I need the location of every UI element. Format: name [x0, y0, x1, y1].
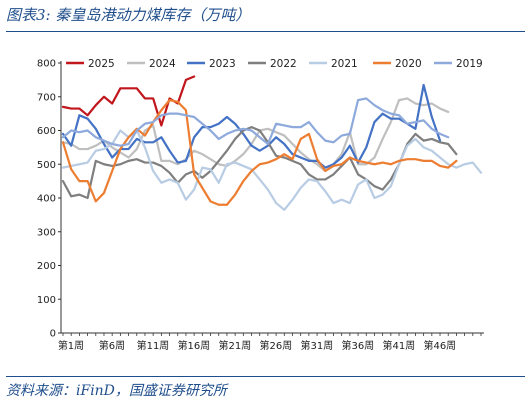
series-line-2020	[61, 99, 458, 206]
y-tick-label: 300	[37, 227, 56, 238]
x-tick-label: 第26周	[260, 339, 293, 352]
y-tick-label: 800	[37, 59, 56, 70]
title-divider	[6, 31, 525, 32]
x-tick-label: 第41周	[382, 339, 415, 352]
series-line-2024	[61, 97, 450, 173]
legend-label-2020: 2020	[395, 58, 422, 70]
source-note: 资料来源：iFinD，国盛证券研究所	[6, 383, 227, 399]
chart-title: 图表3: 秦皇岛港动力煤库存（万吨）	[6, 6, 251, 24]
x-tick-label: 第46周	[423, 339, 456, 352]
y-tick-label: 100	[37, 295, 56, 306]
series-line-2023	[61, 83, 442, 169]
legend-label-2025: 2025	[88, 58, 115, 70]
series-line-2022	[61, 126, 458, 200]
legend-label-2021: 2021	[331, 58, 358, 70]
source-divider	[6, 376, 525, 377]
series-line-2019	[61, 97, 450, 147]
x-tick-label: 第31周	[301, 339, 334, 352]
legend-label-2023: 2023	[209, 58, 236, 70]
legend-label-2024: 2024	[149, 58, 176, 70]
x-tick-label: 第11周	[137, 339, 170, 352]
x-tick-label: 第6周	[99, 339, 125, 352]
x-tick-label: 第36周	[341, 339, 374, 352]
legend-label-2022: 2022	[270, 58, 297, 70]
x-tick-label: 第21周	[219, 339, 252, 352]
y-tick-label: 700	[37, 92, 56, 103]
y-tick-label: 0	[50, 329, 56, 340]
legend-label-2019: 2019	[456, 58, 483, 70]
x-tick-label: 第1周	[58, 339, 84, 352]
x-tick-label: 第16周	[178, 339, 211, 352]
y-tick-label: 600	[37, 126, 56, 137]
y-tick-label: 200	[37, 261, 56, 272]
y-tick-label: 500	[37, 160, 56, 171]
y-tick-label: 400	[37, 194, 56, 205]
